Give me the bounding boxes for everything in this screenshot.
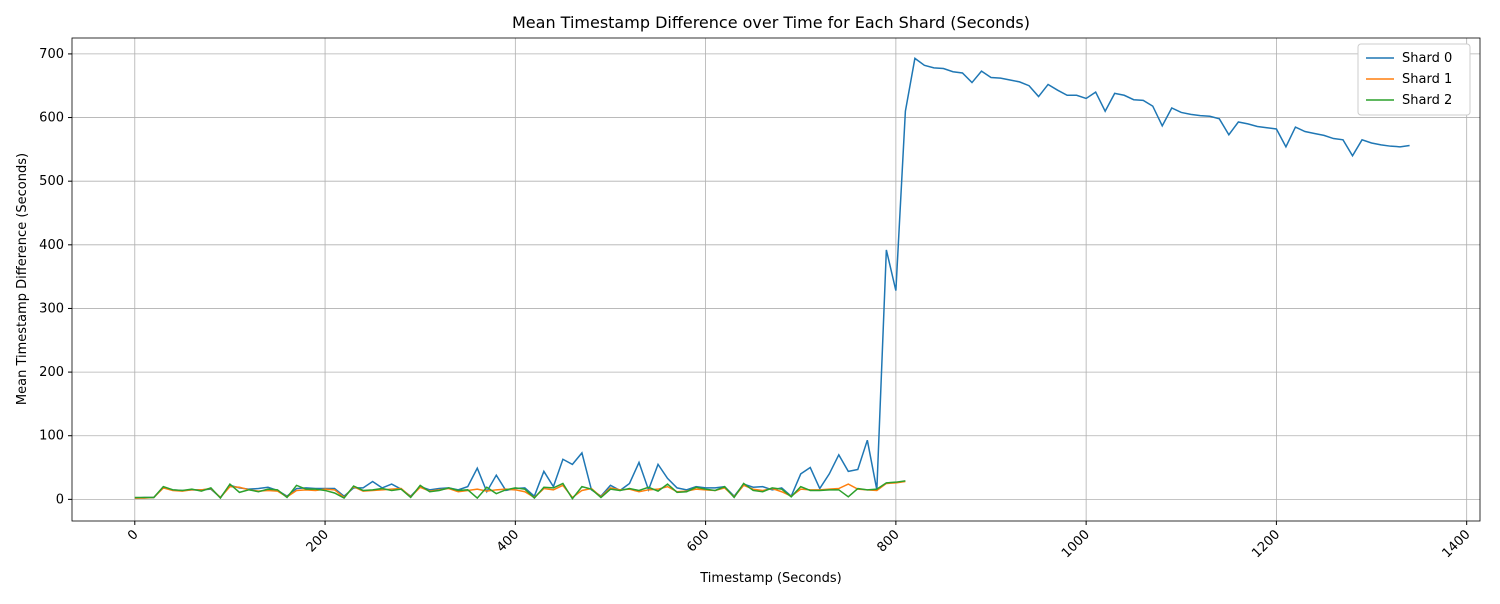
x-tick-label: 1200 bbox=[1249, 527, 1283, 561]
chart-title: Mean Timestamp Difference over Time for … bbox=[512, 13, 1030, 32]
y-tick-label: 0 bbox=[56, 492, 64, 507]
legend-label: Shard 2 bbox=[1402, 93, 1452, 108]
legend-label: Shard 0 bbox=[1402, 51, 1452, 66]
y-tick-label: 200 bbox=[39, 365, 64, 380]
x-tick-label: 1000 bbox=[1059, 527, 1093, 561]
x-axis-label: Timestamp (Seconds) bbox=[699, 571, 841, 586]
x-tick-label: 600 bbox=[684, 527, 712, 555]
y-tick-label: 700 bbox=[39, 47, 64, 62]
series-line bbox=[134, 57, 1410, 499]
y-tick-label: 400 bbox=[39, 238, 64, 253]
x-tick-label: 1400 bbox=[1440, 527, 1474, 561]
y-tick-label: 600 bbox=[39, 111, 64, 126]
x-tick-label: 800 bbox=[875, 527, 903, 555]
y-tick-label: 300 bbox=[39, 301, 64, 316]
y-tick-label: 500 bbox=[39, 174, 64, 189]
y-axis-label: Mean Timestamp Difference (Seconds) bbox=[15, 153, 30, 405]
x-tick-label: 400 bbox=[494, 527, 522, 555]
legend-label: Shard 1 bbox=[1402, 72, 1452, 87]
plot-frame bbox=[71, 37, 1481, 522]
x-tick-label: 200 bbox=[304, 527, 332, 555]
legend: Shard 0 Shard 1 Shard 2 bbox=[1357, 43, 1471, 116]
y-tick-label: 100 bbox=[39, 429, 64, 444]
legend-box bbox=[1357, 43, 1471, 116]
x-tick-label: 0 bbox=[125, 527, 141, 543]
series-line bbox=[134, 480, 906, 501]
